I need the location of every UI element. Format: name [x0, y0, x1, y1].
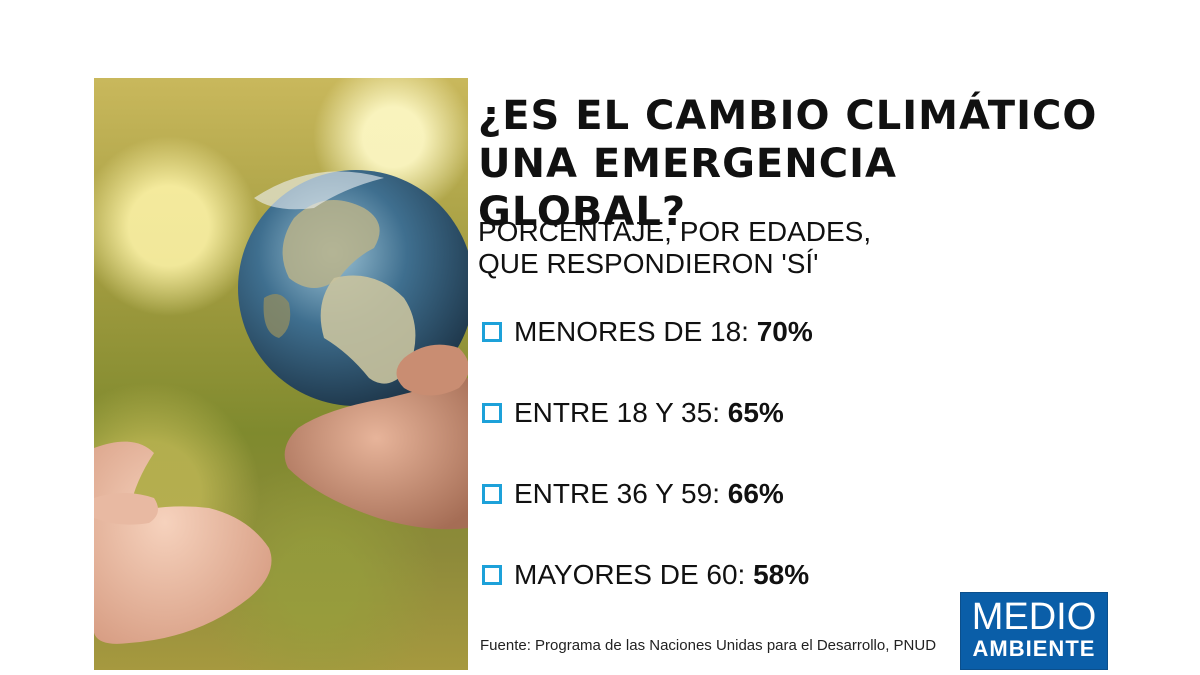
item-label: MAYORES DE 60: — [514, 559, 746, 590]
square-bullet-icon — [482, 403, 502, 423]
item-label: ENTRE 36 Y 59: — [514, 478, 720, 509]
list-item: ENTRE 18 Y 35: 65% — [482, 395, 813, 476]
item-label: MENORES DE 18: — [514, 316, 749, 347]
list-item: MAYORES DE 60: 58% — [482, 557, 813, 638]
earth-in-hands-photo — [94, 78, 468, 670]
item-value: 58% — [753, 559, 810, 590]
list-item: MENORES DE 18: 70% — [482, 314, 813, 395]
source-caption: Fuente: Programa de las Naciones Unidas … — [480, 637, 937, 654]
adult-hand — [284, 378, 468, 530]
square-bullet-icon — [482, 322, 502, 342]
square-bullet-icon — [482, 484, 502, 504]
medio-ambiente-logo: MEDIO AMBIENTE — [960, 592, 1108, 670]
subtitle-line-1: PORCENTAJE, POR EDADES, — [478, 216, 872, 247]
age-percentage-list: MENORES DE 18: 70% ENTRE 18 Y 35: 65% EN… — [482, 314, 813, 638]
child-hand — [94, 441, 272, 644]
subtitle-line-2: QUE RESPONDIERON 'SÍ' — [478, 248, 819, 279]
item-label: ENTRE 18 Y 35: — [514, 397, 720, 428]
item-value: 66% — [727, 478, 784, 509]
square-bullet-icon — [482, 565, 502, 585]
earth-illustration — [94, 170, 468, 644]
logo-line-2: AMBIENTE — [972, 636, 1096, 661]
page-title: ¿ES EL CAMBIO CLIMÁTICO UNA EMERGENCIA G… — [478, 92, 1118, 236]
title-line-2: UNA EMERGENCIA GLOBAL? — [478, 141, 897, 235]
item-value: 65% — [727, 397, 784, 428]
item-value: 70% — [756, 316, 813, 347]
subtitle: PORCENTAJE, POR EDADES, QUE RESPONDIERON… — [478, 216, 1118, 280]
list-item: ENTRE 36 Y 59: 66% — [482, 476, 813, 557]
title-line-1: ¿ES EL CAMBIO CLIMÁTICO — [478, 93, 1098, 139]
logo-line-1: MEDIO — [971, 596, 1097, 638]
